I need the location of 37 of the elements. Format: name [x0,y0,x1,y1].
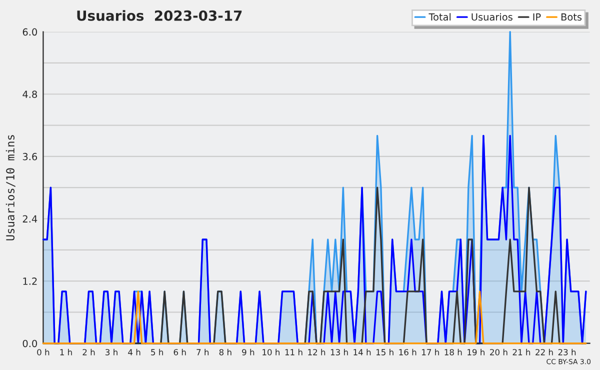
legend-label: Total [428,13,451,21]
x-tick-label: 17 h [422,348,439,356]
y-axis-title: Usuarios/10 mins [6,135,16,240]
x-tick-label: 0 h [37,348,50,356]
x-tick-label: 16 h [399,348,416,356]
x-tick-label: 23 h [558,348,576,356]
x-tick-label: 18 h [444,348,462,356]
x-tick-label: 4 h [128,348,140,356]
x-tick-label: 7 h [196,348,209,356]
x-tick-label: 3 h [106,348,118,356]
y-tick-label: 0.0 [22,340,37,348]
chart-title: Usuarios 2023-03-17 [77,10,242,21]
line-series [42,134,587,344]
x-tick-label: 9 h [242,348,254,356]
legend-label: IP [533,13,541,21]
x-tick-label: 19 h [468,348,484,356]
x-tick-label: 10 h [262,348,280,356]
x-tick-label: 13 h [330,348,348,356]
y-tick-label: 1.2 [23,278,37,285]
x-tick-label: 1 h [60,348,72,356]
x-tick-label: 8 h [219,348,232,356]
x-tick-label: 5 h [151,348,163,356]
x-tick-label: 12 h [308,348,326,356]
x-tick-label: 15 h [376,348,394,356]
x-tick-label: 2 h [82,348,95,356]
x-tick-label: 14 h [354,348,371,356]
x-tick-label: 21 h [512,348,530,356]
legend-label: Usuarios [472,13,512,21]
x-tick-label: 22 h [536,348,553,356]
y-tick-label: 2.4 [22,215,38,222]
x-tick-label: 20 h [490,348,508,356]
y-tick-label: 4.8 [22,90,37,98]
y-tick-label: 6.0 [22,28,37,36]
legend-label: Bots [561,13,582,21]
x-tick-label: 6 h [174,348,186,356]
x-tick-label: 11 h [285,348,302,356]
y-tick-label: 3.6 [22,152,38,160]
